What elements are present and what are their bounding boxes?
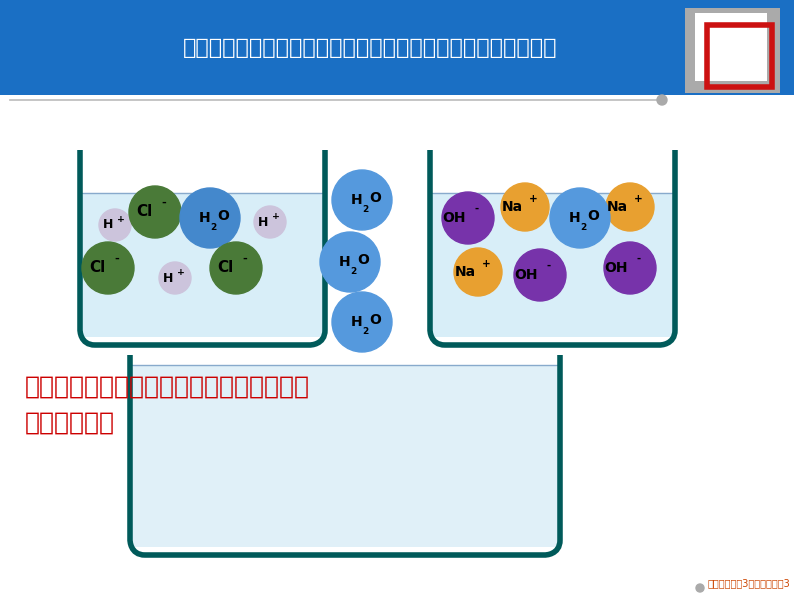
Text: +: + [272, 212, 279, 221]
Text: 第十单元课题3第十单元课题3: 第十单元课题3第十单元课题3 [707, 578, 790, 588]
Text: +: + [117, 215, 125, 224]
Text: H: H [103, 219, 114, 231]
Circle shape [82, 242, 134, 294]
Circle shape [657, 95, 667, 105]
Circle shape [180, 188, 240, 248]
Text: O: O [369, 313, 381, 327]
Text: 2: 2 [362, 206, 368, 215]
Text: OH: OH [514, 268, 538, 282]
Text: H: H [569, 211, 580, 225]
Circle shape [442, 192, 494, 244]
Text: 2: 2 [362, 327, 368, 336]
Text: -: - [162, 198, 167, 208]
Text: Cl: Cl [89, 260, 106, 275]
Text: OH: OH [442, 211, 465, 225]
Text: Na: Na [502, 200, 522, 214]
Text: O: O [218, 210, 229, 224]
Circle shape [501, 183, 549, 231]
Text: +: + [176, 268, 184, 277]
Text: H: H [350, 193, 362, 207]
Circle shape [332, 292, 392, 352]
Circle shape [604, 242, 656, 294]
Text: H: H [338, 255, 350, 269]
Text: Cl: Cl [217, 260, 233, 275]
FancyBboxPatch shape [82, 193, 323, 337]
Text: O: O [588, 210, 599, 224]
Circle shape [332, 170, 392, 230]
Circle shape [320, 232, 380, 292]
Text: OH: OH [604, 261, 627, 275]
FancyBboxPatch shape [432, 193, 673, 337]
Text: 2: 2 [580, 224, 586, 232]
Circle shape [550, 188, 610, 248]
Text: Na: Na [454, 265, 476, 279]
Text: +: + [482, 259, 491, 269]
Text: +: + [529, 194, 538, 204]
FancyBboxPatch shape [0, 0, 794, 95]
Circle shape [99, 209, 131, 241]
Text: -: - [114, 254, 119, 264]
Text: H: H [258, 216, 268, 228]
FancyBboxPatch shape [132, 365, 558, 547]
Text: 2: 2 [210, 224, 216, 232]
Circle shape [696, 584, 704, 592]
Circle shape [454, 248, 502, 296]
Text: +: + [634, 194, 643, 204]
Circle shape [210, 242, 262, 294]
Text: O: O [357, 253, 369, 268]
FancyBboxPatch shape [695, 13, 767, 81]
Text: -: - [475, 204, 480, 214]
Text: H: H [198, 211, 210, 225]
Text: 盐酸和氢氧化钠溶液混合物之后微粒之间是
怎样变化的？: 盐酸和氢氧化钠溶液混合物之后微粒之间是 怎样变化的？ [25, 375, 310, 434]
Text: O: O [369, 191, 381, 206]
FancyBboxPatch shape [685, 8, 780, 93]
Circle shape [159, 262, 191, 294]
Circle shape [254, 206, 286, 238]
Text: H: H [350, 315, 362, 329]
Text: Cl: Cl [136, 204, 152, 219]
Text: -: - [637, 254, 642, 264]
Text: H: H [163, 272, 173, 284]
Circle shape [606, 183, 654, 231]
Text: -: - [547, 261, 551, 271]
Text: 探究酸和碱之间反应的微观本质探究酸和碱之间反应的微观本质: 探究酸和碱之间反应的微观本质探究酸和碱之间反应的微观本质 [183, 38, 557, 58]
Circle shape [129, 186, 181, 238]
Circle shape [514, 249, 566, 301]
Text: 2: 2 [350, 268, 357, 277]
Text: Na: Na [607, 200, 627, 214]
Text: -: - [243, 254, 248, 264]
